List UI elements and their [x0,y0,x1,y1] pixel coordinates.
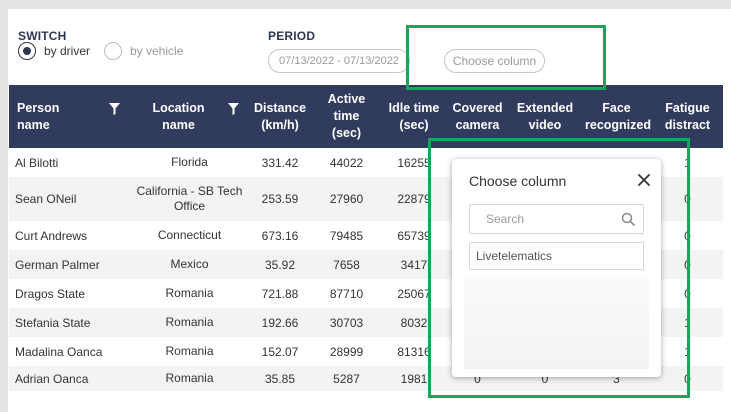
table-cell-active-time: 7658 [311,250,382,279]
column-header-text: Distance [253,100,307,115]
table-cell-location-name: Connecticut [130,221,249,250]
filter-icon[interactable] [228,103,239,115]
table-cell-distance: 673.16 [249,221,311,250]
modal-title: Choose column [469,173,567,189]
column-header-text: Location [152,100,205,115]
table-cell-idle-time: 65739 [382,221,446,250]
column-option[interactable]: Livetelematics [469,242,644,270]
table-cell-distance: 253.59 [249,177,311,221]
table-cell-distance: 192.66 [249,308,311,337]
table-cell-active-time: 28999 [311,337,382,366]
radio-by-vehicle-label: by vehicle [130,44,184,58]
column-header-text: Fatigue [665,100,710,115]
table-cell-idle-time: 1981 [382,366,446,391]
table-cell-active-time: 5287 [311,366,382,391]
column-header-covered-camera[interactable]: Covered camera [446,85,509,148]
table-cell-distance: 721.88 [249,279,311,308]
table-cell-active-time: 30703 [311,308,382,337]
column-header-text: (km/h) [261,117,299,132]
table-cell-location-name: Romania [130,337,249,366]
table-cell-person-name: Sean ONeil [9,177,130,221]
radio-checked-icon [18,42,36,60]
period-date-range[interactable]: 07/13/2022 - 07/13/2022 [268,49,410,73]
table-cell-active-time: 27960 [311,177,382,221]
column-header-text: name [162,117,195,132]
table-cell-idle-time: 22879 [382,177,446,221]
choose-column-modal: Choose column Livetelematics [452,159,661,377]
table-cell-location-name: Florida [130,148,249,177]
highlight-choose-column-modal [428,138,690,398]
column-header-text: video [528,117,562,132]
table-cell-person-name: Curt Andrews [9,221,130,250]
switch-label: SWITCH [18,29,67,43]
table-cell-person-name: Stefania State [9,308,130,337]
table-cell-distance: 35.92 [249,250,311,279]
period-label: PERIOD [268,29,316,43]
table-cell-idle-time: 81316 [382,337,446,366]
table-cell-person-name: Adrian Oanca [9,366,130,391]
table-cell-location-name: Romania [130,366,249,391]
table-header-row: Person name Location name Distance (km/h) Acti… [9,85,723,148]
table-cell-person-name: Madalina Oanca [9,337,130,366]
filter-icon[interactable] [109,103,120,115]
column-header-text: Extended [516,100,574,115]
table-cell-idle-time: 16255 [382,148,446,177]
column-header-text: Person [17,100,60,115]
radio-by-vehicle[interactable]: by vehicle [104,42,183,60]
column-header-text: recognized [585,117,651,132]
table-cell-person-name: German Palmer [9,250,130,279]
column-header-extended-video[interactable]: Extended video [509,85,581,148]
radio-by-driver[interactable]: by driver [18,42,90,60]
radio-by-driver-label: by driver [44,44,91,58]
table-cell-distance: 331.42 [249,148,311,177]
table-cell-active-time: 87710 [311,279,382,308]
table-cell-person-name: Al Bilotti [9,148,130,177]
table-cell-location-name: Romania [130,308,249,337]
close-icon[interactable] [637,173,651,187]
table-cell-location-name: California - SB Tech Office [130,177,249,221]
column-header-text: (sec) [331,126,362,140]
search-icon [621,212,635,226]
column-header-location-name[interactable]: Location name [130,85,249,148]
table-cell-idle-time: 8032 [382,308,446,337]
column-header-text: Idle time [388,100,440,115]
radio-unchecked-icon [104,42,122,60]
table-cell-location-name: Mexico [130,250,249,279]
column-header-text: name [17,117,50,132]
table-cell-distance: 35.85 [249,366,311,391]
table-cell-person-name: Dragos State [9,279,130,308]
table-cell-distance: 152.07 [249,337,311,366]
column-header-idle-time[interactable]: Idle time (sec) [382,85,446,148]
column-header-text: time [333,109,360,123]
table-cell-active-time: 44022 [311,148,382,177]
choose-column-button[interactable]: Choose column [444,49,545,73]
column-header-text: distract [664,117,711,132]
table-cell-location-name: Romania [130,279,249,308]
column-search-input[interactable] [470,205,610,233]
table-cell-idle-time: 25067 [382,279,446,308]
column-header-text: Active [327,92,366,106]
column-header-text: (sec) [399,117,429,132]
table-cell-active-time: 79485 [311,221,382,250]
modal-blurred-area [464,279,649,369]
column-header-text: Face [602,100,631,115]
column-header-face-recognized[interactable]: Face recognized [581,85,652,148]
modal-search [469,204,644,234]
column-header-text: camera [455,117,500,132]
column-header-text: Covered [452,100,503,115]
table-cell-idle-time: 3417 [382,250,446,279]
column-header-fatigue-distract[interactable]: Fatigue distract [652,85,723,148]
highlight-choose-column-button [406,25,606,90]
column-header-distance[interactable]: Distance (km/h) [249,85,311,148]
column-header-active-time[interactable]: Active time (sec) [311,85,382,148]
column-header-person-name[interactable]: Person name [9,85,130,148]
